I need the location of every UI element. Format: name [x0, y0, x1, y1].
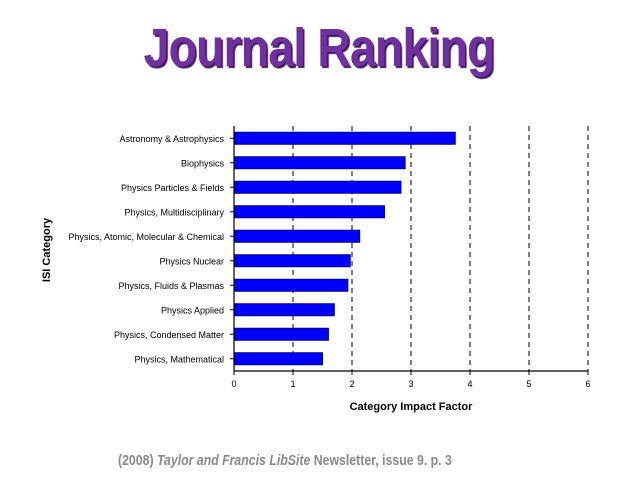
x-tick-label-4: 4: [467, 379, 472, 389]
category-label-6: Physics, Fluids & Plasmas: [118, 281, 224, 291]
category-label-9: Physics, Mathematical: [134, 354, 224, 364]
bar-9: [233, 352, 323, 366]
x-tick-label-6: 6: [585, 379, 590, 389]
category-label-0: Astronomy & Astrophysics: [119, 134, 224, 144]
x-tick-label-0: 0: [231, 379, 236, 389]
x-tick-label-3: 3: [408, 379, 413, 389]
category-label-2: Physics Particles & Fields: [121, 183, 225, 193]
bar-6: [233, 278, 349, 292]
category-label-4: Physics, Atomic, Molecular & Chemical: [68, 232, 224, 242]
x-tick-labels: 0 1 2 3 4 5 6: [231, 379, 590, 389]
citation-libsite: LibSite: [269, 452, 311, 469]
citation-publisher: Taylor and Francis: [156, 452, 266, 469]
slide-title: Journal Ranking: [143, 18, 496, 78]
x-tick-label-1: 1: [290, 379, 295, 389]
category-label-7: Physics Applied: [161, 305, 224, 315]
bar-4: [233, 229, 361, 243]
bar-3: [233, 205, 385, 219]
x-tick-label-2: 2: [349, 379, 354, 389]
category-label-5: Physics Nuclear: [159, 256, 224, 266]
y-axis-label: ISI Category: [41, 217, 53, 282]
bar-0: [233, 131, 456, 145]
x-tick-label-5: 5: [526, 379, 531, 389]
bar-8: [233, 327, 329, 341]
citation-rest: Newsletter, issue 9. p. 3: [313, 452, 452, 469]
category-label-8: Physics, Condensed Matter: [114, 330, 224, 340]
citation-year: (2008): [118, 452, 154, 469]
category-label-3: Physics, Multidisciplinary: [124, 207, 224, 217]
citation: (2008) Taylor and Francis LibSite Newsle…: [118, 452, 452, 469]
bar-1: [233, 156, 406, 170]
bar-7: [233, 303, 335, 317]
category-labels: Astronomy & Astrophysics Biophysics Physic…: [68, 134, 224, 365]
axes: [230, 126, 589, 375]
bar-2: [233, 180, 402, 194]
x-axis-label: Category Impact Factor: [350, 401, 474, 413]
category-label-1: Biophysics: [181, 158, 225, 168]
bars: [233, 131, 456, 366]
bar-5: [233, 254, 351, 268]
